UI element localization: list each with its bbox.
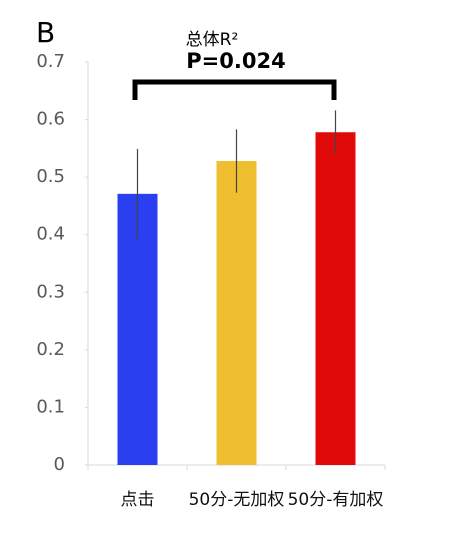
- y-tick-label: 0.1: [36, 396, 65, 417]
- y-tick-label: 0: [54, 454, 65, 475]
- bar: [117, 193, 158, 466]
- y-tick-label: 0.6: [36, 109, 65, 130]
- y-tick-label: 0.5: [36, 166, 65, 187]
- y-tick-label: 0.3: [36, 281, 65, 302]
- x-tick-label: 点击: [121, 490, 155, 510]
- x-tick-label: 50分-无加权: [189, 490, 285, 510]
- panel-label: B: [36, 16, 55, 49]
- bar: [216, 161, 257, 465]
- x-tick-label: 50分-有加权: [288, 490, 384, 510]
- annotation: P=0.024: [186, 49, 285, 73]
- y-tick-label: 0.2: [36, 339, 65, 360]
- significance-bracket: [132, 79, 337, 100]
- chart-title: 总体R²: [186, 30, 239, 50]
- bar: [315, 132, 356, 466]
- y-tick-label: 0.7: [36, 51, 65, 72]
- y-tick-label: 0.4: [36, 224, 65, 245]
